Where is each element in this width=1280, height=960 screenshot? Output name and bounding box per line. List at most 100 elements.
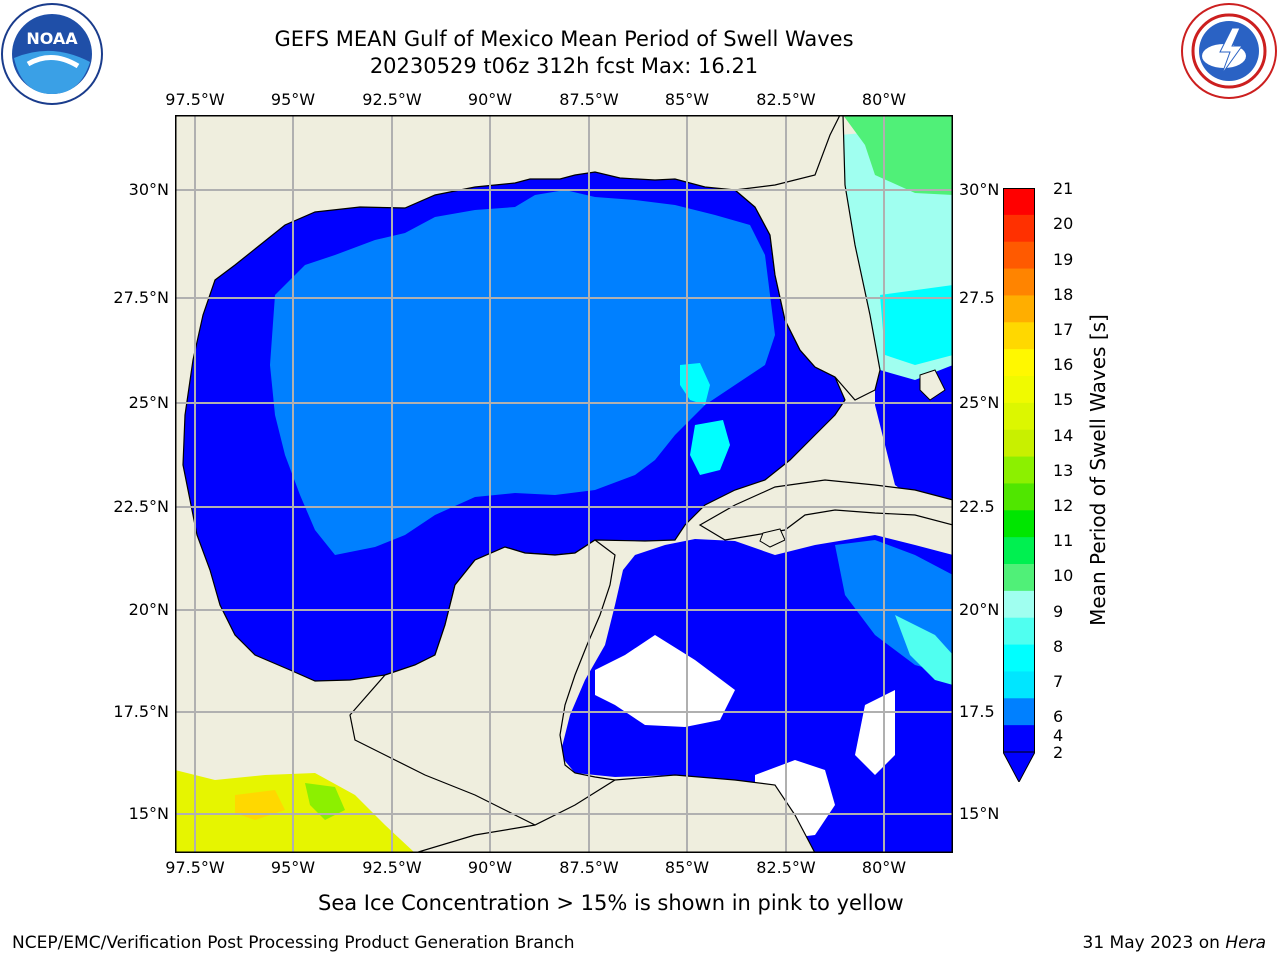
colorbar-segment [1003, 590, 1035, 619]
colorbar-tick-label: 4 [1053, 726, 1064, 745]
pacific-water [175, 770, 415, 853]
colorbar-tick-label: 12 [1053, 496, 1074, 515]
colorbar-segment [1003, 456, 1035, 484]
jamaica-land [759, 528, 786, 548]
colorbar-segment [1003, 671, 1035, 699]
lat-label-left: 22.5°N [113, 497, 169, 516]
lon-label-bottom: 92.5°W [362, 858, 422, 877]
colorbar-segment [1003, 295, 1035, 323]
bahamas-land [919, 369, 946, 401]
pacific-orange-patch [235, 790, 285, 820]
colorbar-tick-label: 14 [1053, 426, 1074, 445]
colorbar-tick-label: 19 [1053, 250, 1074, 269]
lat-label-right: 30°N [959, 180, 1000, 199]
lon-label-bottom: 80°W [861, 858, 907, 877]
colorbar-tick-label: 15 [1053, 390, 1074, 409]
map-title: GEFS MEAN Gulf of Mexico Mean Period of … [274, 27, 854, 51]
colorbar-extend-arrow [1003, 751, 1035, 782]
lat-label-left: 27.5°N [113, 288, 169, 307]
colorbar-segment [1003, 322, 1035, 350]
colorbar-tick-label: 20 [1053, 214, 1074, 233]
colorbar-segment [1003, 510, 1035, 538]
no-data-area [595, 635, 735, 727]
graticule [175, 115, 953, 853]
colorbar-tick-label: 6 [1053, 707, 1064, 726]
colorbar-border [1003, 188, 1035, 753]
colorbar-tick-label: 8 [1053, 637, 1064, 656]
colorbar-tick-label: 7 [1053, 672, 1064, 691]
lat-label-left: 25°N [128, 393, 169, 412]
caribbean-cyan-patch [895, 615, 953, 685]
yucatan-land [349, 539, 616, 836]
nws-logo-icon [1181, 3, 1277, 99]
lat-label-right: 22.5 [959, 497, 995, 516]
colorbar-segment [1003, 214, 1035, 243]
sea-ice-note: Sea Ice Concentration > 15% is shown in … [318, 891, 904, 915]
map-border [175, 115, 953, 853]
pacific-green-patch [305, 783, 345, 820]
lat-label-right: 25°N [959, 393, 1000, 412]
footer-date: 31 May 2023 on Hera [1083, 933, 1267, 953]
colorbar-tick-label: 10 [1053, 566, 1074, 585]
noaa-logo-text: NOAA [26, 29, 78, 48]
colorbar-tick-label: 17 [1053, 320, 1074, 339]
colorbar-title: Mean Period of Swell Waves [s] [1086, 314, 1110, 626]
lat-label-left: 30°N [128, 180, 169, 199]
lat-label-right: 27.5 [959, 288, 995, 307]
colorbar-segment [1003, 241, 1035, 270]
florida-land [733, 115, 881, 401]
gulf-mid-period [270, 190, 775, 555]
lon-label-top: 87.5°W [559, 90, 619, 109]
colorbar-tick-label: 18 [1053, 285, 1074, 304]
lon-label-bottom: 82.5°W [756, 858, 816, 877]
colorbar-segment [1003, 725, 1035, 753]
colorbar-segment [1003, 268, 1035, 296]
atlantic-cyan [880, 285, 953, 365]
lat-label-left: 17.5°N [113, 702, 169, 721]
lon-label-top: 82.5°W [756, 90, 816, 109]
noaa-logo-icon: NOAA [1, 3, 103, 105]
gulf-cyan-patch [690, 420, 730, 475]
lon-label-bottom: 97.5°W [165, 858, 225, 877]
colorbar-tick-label: 11 [1053, 531, 1074, 550]
map-panel [175, 115, 953, 853]
lon-label-top: 95°W [270, 90, 316, 109]
lon-label-top: 92.5°W [362, 90, 422, 109]
colorbar-tick-label: 9 [1053, 602, 1064, 621]
lat-label-right: 15°N [959, 804, 1000, 823]
colorbar-segment [1003, 644, 1035, 672]
map-svg [175, 115, 953, 853]
colorbar-segment [1003, 402, 1035, 431]
colorbar-tick-label: 2 [1053, 743, 1064, 762]
colorbar-segment [1003, 483, 1035, 511]
lat-label-right: 20°N [959, 600, 1000, 619]
footer-credit: NCEP/EMC/Verification Post Processing Pr… [12, 933, 575, 953]
colorbar-segment [1003, 564, 1035, 592]
colorbar-segment [1003, 429, 1035, 458]
lon-label-top: 97.5°W [165, 90, 225, 109]
colorbar-segment [1003, 617, 1035, 646]
lon-label-bottom: 90°W [467, 858, 513, 877]
atlantic-green [843, 115, 953, 195]
lat-label-left: 20°N [128, 600, 169, 619]
colorbar-tick-label: 16 [1053, 355, 1074, 374]
lon-label-top: 85°W [664, 90, 710, 109]
colorbar-segment [1003, 376, 1035, 404]
colorbar-segment [1003, 188, 1035, 216]
footer-date-text: 31 May 2023 on [1082, 933, 1226, 953]
lon-label-top: 80°W [861, 90, 907, 109]
lat-label-right: 17.5 [959, 702, 995, 721]
lon-label-bottom: 95°W [270, 858, 316, 877]
colorbar-tick-label: 13 [1053, 461, 1074, 480]
colorbar-segment [1003, 349, 1035, 377]
lat-label-left: 15°N [128, 804, 169, 823]
colorbar [1003, 188, 1035, 782]
lon-label-bottom: 85°W [664, 858, 710, 877]
lon-label-top: 90°W [467, 90, 513, 109]
footer-host: Hera [1225, 933, 1266, 953]
colorbar-segment [1003, 537, 1035, 565]
lon-label-bottom: 87.5°W [559, 858, 619, 877]
colorbar-tick-label: 21 [1053, 179, 1074, 198]
caribbean-water [560, 535, 953, 853]
colorbar-segment [1003, 698, 1035, 726]
